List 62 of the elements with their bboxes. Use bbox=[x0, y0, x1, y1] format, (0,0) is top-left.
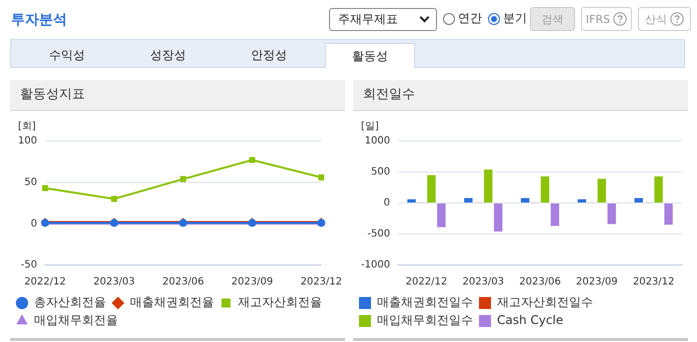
text: 안정성 bbox=[250, 47, 288, 64]
bar bbox=[598, 178, 606, 202]
bar bbox=[550, 204, 560, 226]
y-tick-label: 0 bbox=[30, 218, 38, 230]
x-tick-label: 2023/09 bbox=[576, 276, 618, 288]
bar bbox=[520, 198, 530, 202]
y-axis-title: [회] bbox=[18, 120, 36, 133]
point bbox=[249, 157, 256, 163]
text: 주재무제표 bbox=[338, 11, 398, 28]
y-tick-label: -1000 bbox=[360, 260, 390, 271]
bar bbox=[484, 170, 492, 202]
y-axis-title: [일] bbox=[361, 120, 379, 133]
x-tick-label: 2023/06 bbox=[162, 276, 204, 288]
legend-label: 매출채권회전율 bbox=[130, 295, 214, 310]
y-tick-label: 100 bbox=[18, 136, 38, 147]
x-tick-label: 2023/12 bbox=[632, 276, 674, 288]
x-tick-label: 2022/12 bbox=[406, 276, 448, 288]
text: 수익성 bbox=[48, 47, 86, 64]
text: 검색 bbox=[530, 7, 575, 31]
text: 투자분석 bbox=[11, 11, 67, 29]
y-tick-label: 0 bbox=[384, 198, 390, 209]
bar bbox=[540, 176, 550, 202]
x-tick-label: 2023/12 bbox=[300, 276, 342, 288]
bar bbox=[634, 198, 643, 202]
x-tick-label: 2023/06 bbox=[519, 276, 561, 288]
bar bbox=[464, 198, 473, 202]
text: 성장성 bbox=[149, 47, 187, 64]
point bbox=[111, 196, 118, 202]
y-tick-label: 1000 bbox=[364, 136, 390, 147]
chart-title: 활동성지표 bbox=[10, 80, 345, 111]
legend-label: 매입채무회전일수 bbox=[377, 313, 473, 328]
legend-label: 재고자산회전율 bbox=[238, 295, 322, 310]
bar bbox=[664, 204, 673, 225]
legend-label: 매입채무회전율 bbox=[34, 313, 118, 328]
bar bbox=[578, 199, 586, 202]
legend-label: 재고자산회전일수 bbox=[497, 295, 593, 310]
y-tick-label: -500 bbox=[367, 228, 390, 240]
bar bbox=[437, 204, 446, 228]
x-tick-label: 2023/09 bbox=[231, 276, 273, 288]
text: IFRS bbox=[586, 12, 610, 26]
y-tick-label: 500 bbox=[370, 166, 390, 178]
bar bbox=[608, 204, 616, 224]
bar bbox=[654, 176, 663, 202]
bar bbox=[427, 175, 436, 202]
text: 분기 bbox=[503, 10, 527, 27]
legend-label: 매출채권회전일수 bbox=[377, 295, 473, 310]
point bbox=[180, 176, 186, 182]
x-tick-label: 2023/03 bbox=[462, 276, 504, 288]
y-tick-label: -50 bbox=[20, 260, 38, 271]
point bbox=[42, 185, 48, 192]
bar bbox=[494, 204, 502, 232]
legend-label: 총자산회전율 bbox=[34, 295, 106, 310]
text: 활동성 bbox=[325, 43, 415, 68]
chart-title: 회전일수 bbox=[353, 80, 688, 111]
legend-label: Cash Cycle bbox=[497, 313, 564, 328]
bar bbox=[407, 199, 416, 202]
text: 연간 bbox=[458, 10, 482, 27]
x-tick-label: 2023/03 bbox=[93, 276, 135, 288]
x-tick-label: 2022/12 bbox=[24, 276, 66, 288]
point bbox=[318, 174, 324, 180]
text: 산식 bbox=[645, 12, 667, 26]
y-tick-label: 50 bbox=[24, 176, 38, 188]
